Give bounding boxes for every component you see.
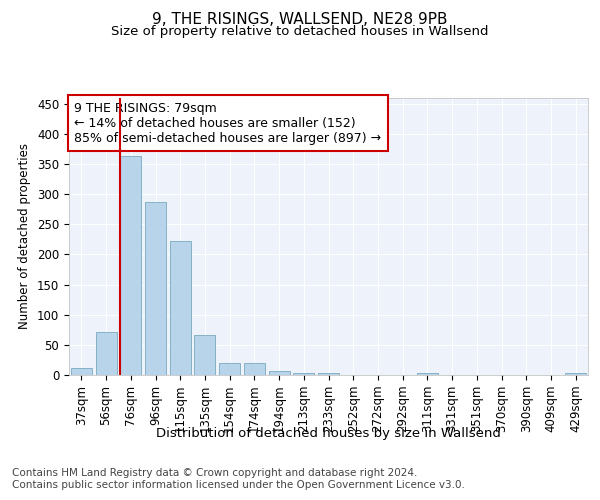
Bar xyxy=(318,373,339,375)
Text: 9 THE RISINGS: 79sqm
← 14% of detached houses are smaller (152)
85% of semi-deta: 9 THE RISINGS: 79sqm ← 14% of detached h… xyxy=(74,102,382,144)
Bar xyxy=(417,373,438,375)
Text: 9, THE RISINGS, WALLSEND, NE28 9PB: 9, THE RISINGS, WALLSEND, NE28 9PB xyxy=(152,12,448,28)
Text: Contains public sector information licensed under the Open Government Licence v3: Contains public sector information licen… xyxy=(12,480,465,490)
Text: Size of property relative to detached houses in Wallsend: Size of property relative to detached ho… xyxy=(111,25,489,38)
Text: Contains HM Land Registry data © Crown copyright and database right 2024.: Contains HM Land Registry data © Crown c… xyxy=(12,468,418,477)
Bar xyxy=(565,373,586,375)
Text: Distribution of detached houses by size in Wallsend: Distribution of detached houses by size … xyxy=(157,428,501,440)
Bar xyxy=(120,156,141,375)
Bar xyxy=(269,372,290,375)
Bar xyxy=(293,372,314,375)
Bar xyxy=(244,363,265,375)
Bar xyxy=(95,332,116,375)
Y-axis label: Number of detached properties: Number of detached properties xyxy=(19,143,31,329)
Bar xyxy=(170,241,191,375)
Bar xyxy=(219,363,240,375)
Bar xyxy=(145,202,166,375)
Bar xyxy=(194,334,215,375)
Bar xyxy=(71,368,92,375)
